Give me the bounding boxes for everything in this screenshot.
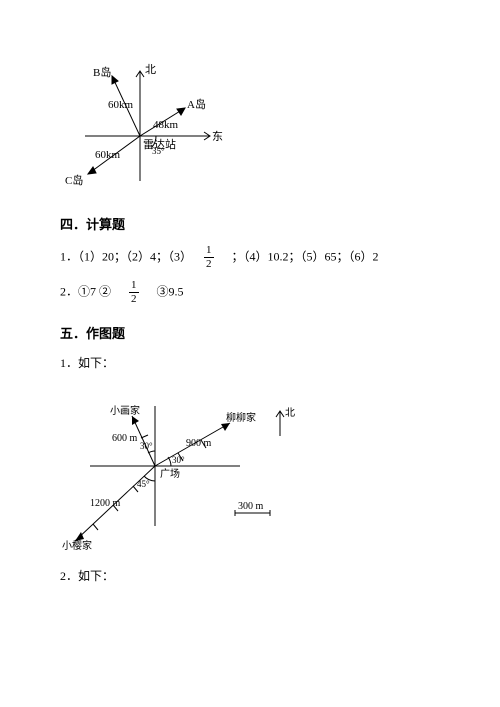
- item2-post: ③9.5: [145, 284, 184, 298]
- radar-diagram: 北 东 雷达站 A岛 B岛 C岛 60km 48km 60km 35°: [60, 56, 440, 196]
- item1-post: ；（4）10.2；（5）65；（6）2: [220, 249, 379, 263]
- east-label: 东: [212, 130, 223, 143]
- d900: 900 m: [186, 438, 212, 449]
- d600: 600 m: [112, 433, 138, 444]
- calc-item-2: 2．①7 ② 1 2 ③9.5: [60, 280, 440, 305]
- c-label: C岛: [65, 173, 83, 187]
- north2-label: 北: [285, 407, 295, 419]
- bl-label: 小樱家: [62, 539, 92, 551]
- frac-1-2: 1 2: [204, 245, 214, 270]
- d1200: 1200 m: [90, 498, 121, 509]
- draw-item-1: 1．如下：: [60, 354, 440, 371]
- scale-label: 300 m: [238, 501, 264, 512]
- calc-item-1: 1．（1）20；（2）4；（3） 1 2 ；（4）10.2；（5）65；（6）2: [60, 245, 440, 270]
- b-label: B岛: [93, 65, 111, 79]
- tl-label: 小画家: [110, 404, 140, 417]
- draw-item-2: 2．如下：: [60, 567, 440, 584]
- a-label: A岛: [187, 97, 206, 111]
- dist-a: 48km: [153, 119, 179, 131]
- section4-title: 四．计算题: [60, 214, 440, 233]
- r-label: 柳柳家: [226, 411, 256, 424]
- center2: 广场: [160, 467, 180, 480]
- houses-diagram: 北 小画家 600 m 柳柳家 900 m 30° 30° 广场 45° 120…: [60, 381, 440, 551]
- frac-1-2-b: 1 2: [129, 280, 139, 305]
- dist-b: 60km: [108, 99, 134, 111]
- ang-tl: 30°: [140, 441, 153, 451]
- dist-c: 60km: [95, 149, 121, 161]
- north-label: 北: [145, 63, 156, 76]
- angle-35: 35°: [152, 146, 165, 156]
- item1-pre: 1．（1）20；（2）4；（3）: [60, 249, 198, 263]
- item2-pre: 2．①7 ②: [60, 284, 123, 298]
- ang30: 30°: [172, 455, 185, 465]
- ang45: 45°: [137, 479, 150, 489]
- section5-title: 五．作图题: [60, 323, 440, 342]
